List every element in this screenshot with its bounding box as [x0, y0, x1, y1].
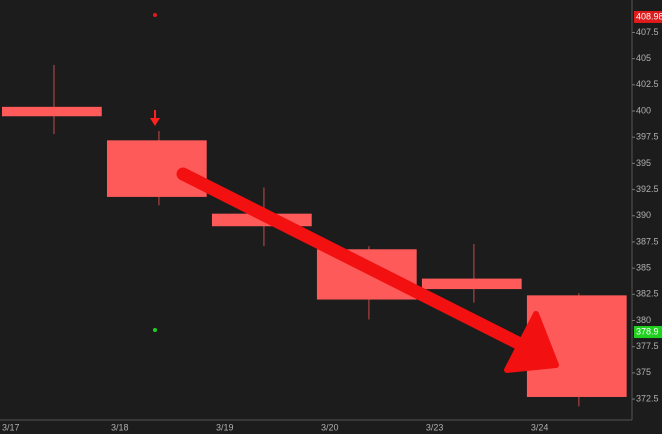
x-tick-label: 3/24 — [531, 422, 549, 432]
y-tick-label: 397.5 — [636, 132, 659, 142]
plot — [2, 64, 627, 407]
signal-dot — [153, 13, 157, 17]
x-tick-label: 3/18 — [111, 422, 129, 432]
y-tick-label: 375 — [636, 367, 651, 377]
price-marker-box — [634, 10, 662, 23]
y-tick-label: 385 — [636, 263, 651, 273]
x-tick-label: 3/23 — [426, 422, 444, 432]
y-tick-label: 392.5 — [636, 184, 659, 194]
candle-body — [421, 278, 522, 290]
y-tick-label: 377.5 — [636, 341, 659, 351]
candle-body — [316, 249, 417, 300]
y-tick-label: 395 — [636, 158, 651, 168]
y-tick-label: 405 — [636, 53, 651, 63]
y-tick-label: 387.5 — [636, 236, 659, 246]
y-tick-label: 380 — [636, 315, 651, 325]
y-tick-label: 372.5 — [636, 393, 659, 403]
price-marker: 378.9 — [634, 326, 662, 339]
candle-body — [2, 106, 102, 117]
x-tick-label: 3/17 — [2, 422, 20, 432]
signal-arrow — [150, 110, 160, 126]
y-tick-label: 390 — [636, 210, 651, 220]
x-tick-label: 3/20 — [321, 422, 339, 432]
price-marker-box — [634, 326, 662, 339]
price-marker: 408.98 — [634, 10, 662, 23]
annotation-arrow — [176, 167, 559, 373]
signal-dot — [153, 328, 157, 332]
y-tick-label: 400 — [636, 105, 651, 115]
y-tick-label: 402.5 — [636, 79, 659, 89]
x-tick-label: 3/19 — [216, 422, 234, 432]
y-tick-label: 407.5 — [636, 27, 659, 37]
price-marker-label: 408.98 — [636, 11, 662, 21]
price-marker-label: 378.9 — [636, 326, 659, 336]
y-tick-label: 382.5 — [636, 289, 659, 299]
candle-body — [106, 140, 207, 197]
